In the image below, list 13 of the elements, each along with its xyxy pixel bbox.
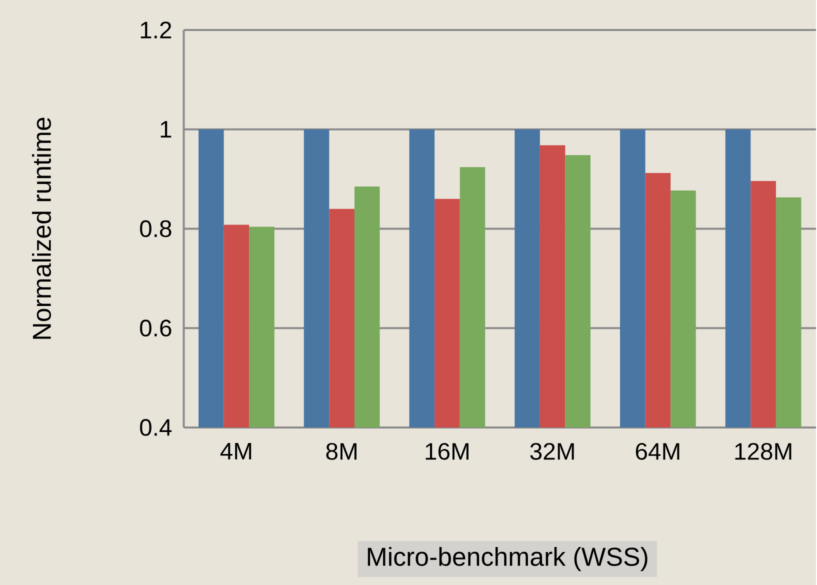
y-tick-label: 1.2 <box>140 21 172 38</box>
x-tick-label: 4M <box>220 442 252 460</box>
y-tick-label: 0.6 <box>140 320 172 336</box>
x-tick-label: 16M <box>426 442 468 460</box>
x-tick-label: 8M <box>326 442 356 460</box>
x-axis-title: Micro-benchmark (WSS) <box>368 546 648 571</box>
y-tick-label: 1 <box>160 120 172 138</box>
x-tick-label: 32M <box>530 442 574 460</box>
y-tick-label: 0.4 <box>140 418 172 436</box>
x-tick-label: 128M <box>735 442 792 460</box>
x-tick-label: 64M <box>636 442 680 460</box>
y-axis-title: Normalized runtime <box>32 118 52 339</box>
y-tick-label: 0.8 <box>140 220 172 238</box>
